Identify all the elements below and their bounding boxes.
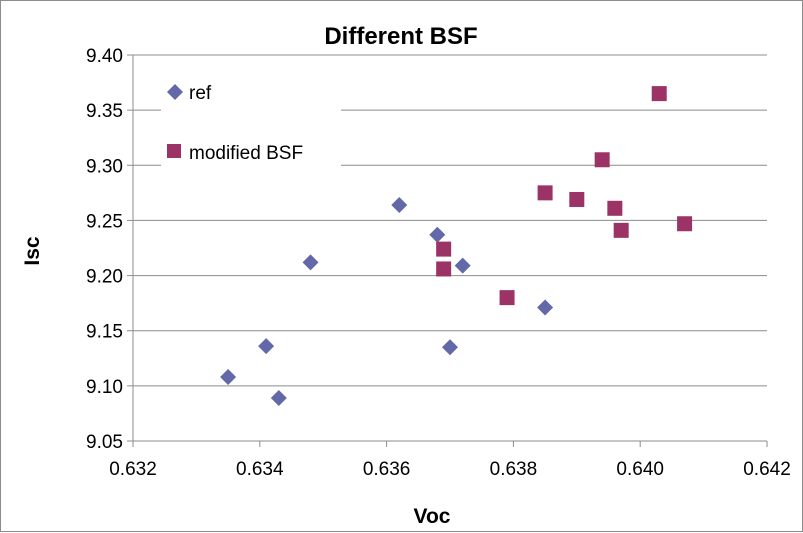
x-tick-label: 0.642 (743, 459, 791, 480)
legend-label-ref: ref (189, 83, 212, 104)
y-tick-label: 9.20 (86, 267, 123, 288)
data-points (220, 86, 693, 406)
point-modified-bsf (613, 222, 629, 238)
point-ref (454, 257, 471, 274)
point-modified-bsf (569, 191, 585, 207)
legend-box (161, 71, 341, 181)
point-ref (258, 338, 275, 355)
legend-marker-ref (167, 84, 183, 100)
point-modified-bsf (651, 86, 667, 102)
point-ref (220, 369, 237, 386)
point-ref (391, 196, 408, 213)
axes (127, 54, 768, 447)
point-ref (537, 299, 554, 316)
legend-label-modified-bsf: modified BSF (189, 143, 303, 164)
point-ref (442, 339, 458, 356)
y-tick-label: 9.25 (86, 211, 123, 232)
point-ref (270, 389, 287, 406)
y-tick-label: 9.10 (86, 377, 123, 398)
chart-title: Different BSF (324, 23, 477, 50)
point-modified-bsf (499, 290, 515, 306)
x-tick-label: 0.632 (109, 459, 157, 480)
y-tick-label: 9.35 (86, 101, 123, 122)
point-modified-bsf (436, 261, 452, 277)
point-modified-bsf (537, 185, 553, 201)
point-ref (302, 254, 319, 271)
x-tick-label: 0.636 (363, 459, 411, 480)
legend: ref modified BSF (161, 71, 341, 181)
x-tick-label: 0.638 (490, 459, 538, 480)
y-tick-label: 9.30 (86, 156, 123, 177)
y-tick-label: 9.15 (86, 322, 123, 343)
point-modified-bsf (436, 241, 452, 257)
point-ref (429, 226, 446, 243)
point-modified-bsf (677, 216, 693, 232)
point-modified-bsf (594, 152, 610, 168)
x-axis-title: Voc (414, 505, 451, 528)
y-axis-title: Isc (21, 236, 44, 266)
x-tick-label: 0.640 (616, 459, 664, 480)
point-modified-bsf (607, 200, 623, 216)
x-tick-label: 0.634 (236, 459, 284, 480)
y-tick-label: 9.05 (86, 432, 123, 453)
tick-labels: 9.05 9.10 9.15 9.20 9.25 9.30 9.35 9.40 0.632 0.6… (86, 46, 791, 480)
y-tick-label: 9.40 (86, 46, 123, 67)
legend-marker-modified-bsf (167, 144, 181, 158)
